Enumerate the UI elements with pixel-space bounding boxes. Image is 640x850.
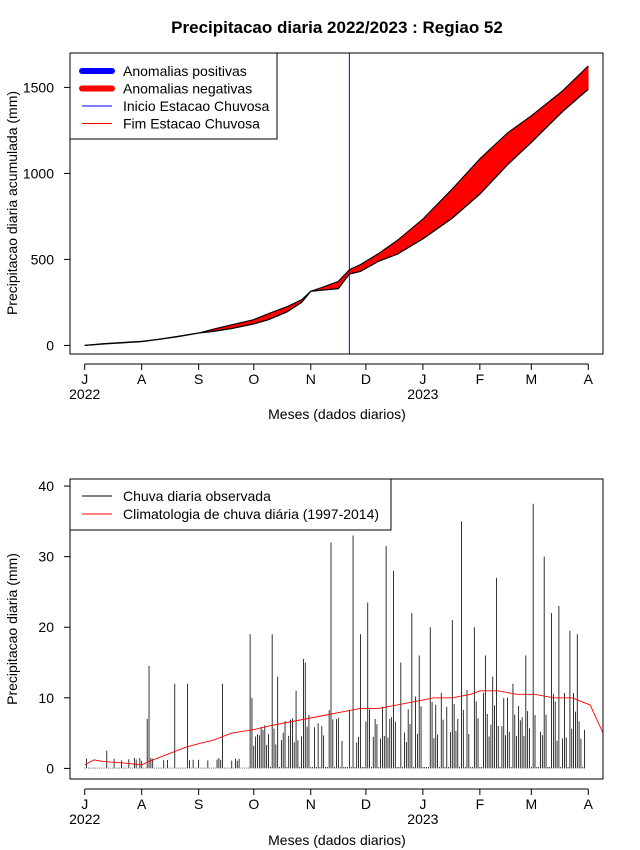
legend-label-negative: Anomalias negativas (123, 81, 252, 97)
x-tick-label: A (584, 796, 594, 812)
y-tick-label: 500 (31, 251, 55, 267)
x-tick-label: F (476, 371, 485, 387)
negative-anomaly-segment (479, 132, 508, 195)
x-tick-label: O (248, 371, 259, 387)
x-tick-label: J (419, 796, 426, 812)
axes-top: J A S O N D J F M A 2022 2023 0 500 1000 1500 (23, 79, 594, 402)
negative-anomaly-segment (562, 65, 589, 113)
negative-anomaly-segment (507, 115, 532, 166)
year-label: 2023 (407, 811, 438, 827)
legend-label-climatology: Climatologia de chuva diária (1997-2014) (123, 506, 379, 522)
chart-title: Precipitacao diaria 2022/2023 : Regiao 5… (171, 18, 503, 37)
x-tick-label: A (137, 371, 147, 387)
y-tick-label: 0 (46, 337, 54, 353)
y-axis-label-bottom: Precipitacao diaria (mm) (4, 553, 20, 705)
x-tick-label: M (525, 371, 537, 387)
y-tick-label: 0 (46, 760, 54, 776)
daily-panel: J A S O N D J F M A 2022 2023 0 10 20 30 40 Meses (dados… (4, 478, 604, 848)
x-tick-label: O (248, 796, 259, 812)
x-tick-label: D (361, 371, 371, 387)
y-axis-label-top: Precipitacao diaria acumulada (mm) (4, 91, 20, 315)
x-tick-label: M (525, 796, 537, 812)
legend-bottom: Chuva diaria observada Climatologia de c… (69, 478, 392, 531)
x-tick-label: F (476, 796, 485, 812)
legend-box-bottom (69, 478, 392, 531)
legend-label-positive: Anomalias positivas (123, 63, 247, 79)
y-tick-label: 20 (38, 619, 54, 635)
x-tick-label: J (81, 796, 88, 812)
legend-box-top (69, 52, 278, 140)
x-tick-label: J (81, 371, 88, 387)
x-tick-label: S (194, 796, 203, 812)
x-tick-label: N (306, 371, 316, 387)
legend-label-observed: Chuva diaria observada (123, 488, 271, 504)
axes-bottom: J A S O N D J F M A 2022 2023 0 10 20 30 40 (38, 478, 593, 827)
x-tick-label: D (361, 796, 371, 812)
y-tick-label: 1000 (23, 165, 54, 181)
y-tick-label: 10 (38, 690, 54, 706)
climatology-line (84, 690, 604, 766)
x-axis-label-top: Meses (dados diarios) (268, 406, 406, 422)
legend-label-end: Fim Estacao Chuvosa (123, 116, 260, 132)
observed-rain-bars (84, 503, 586, 769)
y-tick-label: 30 (38, 549, 54, 565)
x-tick-label: S (194, 371, 203, 387)
x-tick-label: N (306, 796, 316, 812)
year-label: 2022 (69, 386, 100, 402)
year-label: 2023 (407, 386, 438, 402)
legend-label-start: Inicio Estacao Chuvosa (123, 98, 270, 114)
cumulative-panel: J A S O N D J F M A 2022 2023 0 500 1000 1500 Meses (da… (4, 52, 604, 422)
x-tick-label: A (137, 796, 147, 812)
observed-cumulative-line (84, 88, 589, 347)
y-tick-label: 40 (38, 478, 54, 494)
x-tick-label: J (419, 371, 426, 387)
year-label: 2022 (69, 811, 100, 827)
x-tick-label: A (584, 371, 594, 387)
x-axis-label-bottom: Meses (dados diarios) (268, 832, 406, 848)
y-tick-label: 1500 (23, 79, 54, 95)
negative-anomaly-segment (452, 158, 481, 219)
legend-top: Anomalias positivas Anomalias negativas … (69, 52, 278, 140)
